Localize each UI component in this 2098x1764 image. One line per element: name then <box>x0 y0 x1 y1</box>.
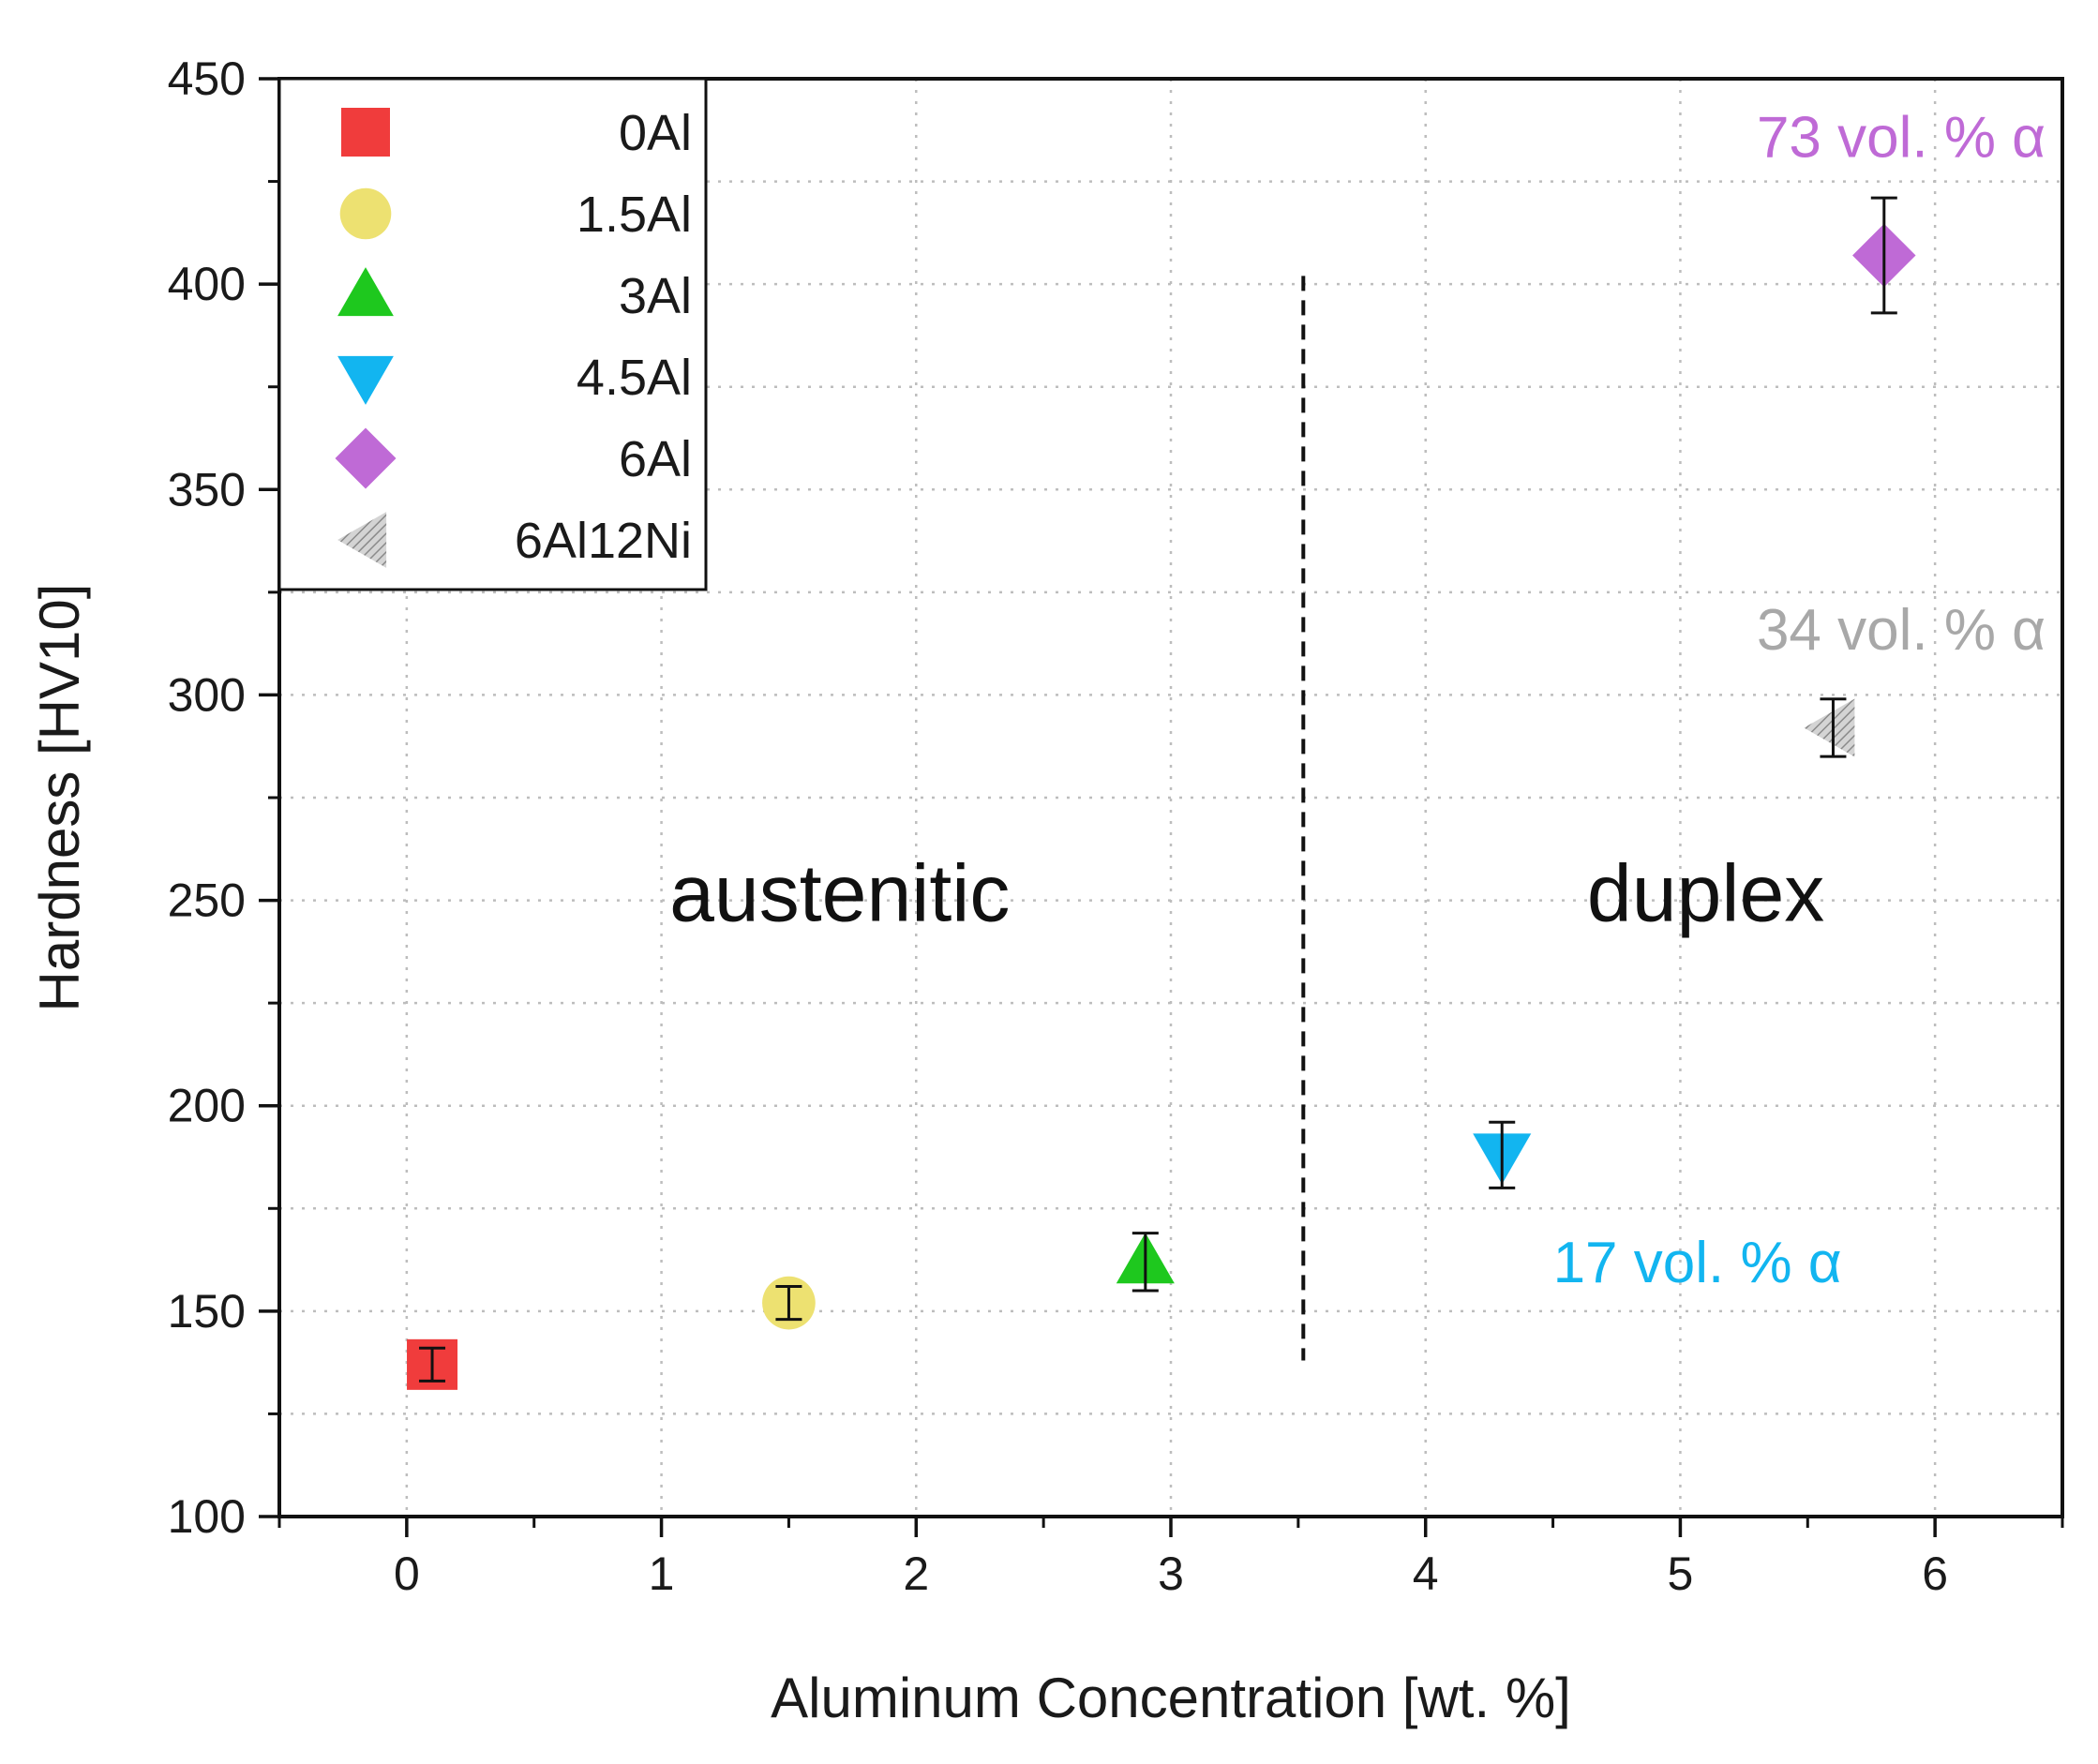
phase-fraction-annotation: 34 vol. % α <box>1757 598 2046 663</box>
legend-item: 3Al <box>337 267 692 324</box>
legend: 0Al 1.5Al 3Al 4.5Al 6Al 6Al12Ni <box>277 77 708 591</box>
y-tick-label: 300 <box>168 668 246 721</box>
data-point-3al <box>1116 1232 1175 1293</box>
x-tick-label: 3 <box>1158 1547 1184 1600</box>
grid <box>279 79 2062 1517</box>
x-tick-label: 6 <box>1922 1547 1948 1600</box>
y-tick-label: 450 <box>168 52 246 105</box>
x-tick-label: 0 <box>394 1547 420 1600</box>
legend-marker-triangle-left <box>337 512 387 568</box>
data-points <box>407 196 1916 1390</box>
legend-box <box>277 77 708 591</box>
x-axis-title: Aluminum Concentration [wt. %] <box>771 1667 1571 1729</box>
legend-marker-triangle-down <box>337 355 394 405</box>
y-tick-label: 150 <box>168 1285 246 1338</box>
x-tick-label: 5 <box>1668 1547 1694 1600</box>
legend-label: 1.5Al <box>577 187 692 243</box>
x-tick-label: 2 <box>903 1547 929 1600</box>
y-tick-label: 400 <box>168 258 246 310</box>
x-tick-label: 1 <box>649 1547 675 1600</box>
legend-label: 6Al12Ni <box>515 513 692 569</box>
y-axis-title: Hardness [HV10] <box>28 584 91 1012</box>
legend-label: 3Al <box>619 268 692 324</box>
y-tick-label: 250 <box>168 875 246 927</box>
y-tick-label: 350 <box>168 463 246 516</box>
legend-marker-diamond <box>335 427 397 489</box>
y-tick-label: 100 <box>168 1490 246 1543</box>
data-point-0al <box>407 1338 458 1390</box>
phase-fraction-annotation: 73 vol. % α <box>1757 105 2046 170</box>
annotations: austenitic duplex 73 vol. % α 34 vol. % α 17… <box>669 105 2046 1295</box>
region-label-duplex: duplex <box>1587 848 1824 938</box>
legend-item: 4.5Al <box>337 350 692 406</box>
region-label-austenitic: austenitic <box>669 848 1010 938</box>
data-point-6al <box>1852 196 1916 315</box>
legend-item: 6Al12Ni <box>337 512 692 569</box>
legend-marker-square <box>341 108 390 157</box>
legend-item: 0Al <box>341 105 692 161</box>
legend-marker-circle <box>339 187 392 240</box>
legend-label: 4.5Al <box>577 350 692 406</box>
legend-item: 6Al <box>335 427 692 489</box>
legend-item: 1.5Al <box>339 187 692 243</box>
marker-triangle-left <box>1804 698 1855 757</box>
y-tick-label: 200 <box>168 1080 246 1132</box>
phase-fraction-annotation: 17 vol. % α <box>1553 1231 1842 1295</box>
legend-label: 0Al <box>619 105 692 161</box>
data-point-4.5al <box>1473 1120 1532 1189</box>
legend-marker-triangle-up <box>337 267 394 317</box>
x-tick-label: 4 <box>1413 1547 1439 1600</box>
data-point-6al12ni <box>1804 697 1855 758</box>
axis-ticks: 0 1 2 3 4 5 6 100 150 200 250 300 350 400 450 <box>168 52 2064 1600</box>
legend-label: 6Al <box>619 431 692 487</box>
data-point-1.5al <box>762 1276 816 1330</box>
